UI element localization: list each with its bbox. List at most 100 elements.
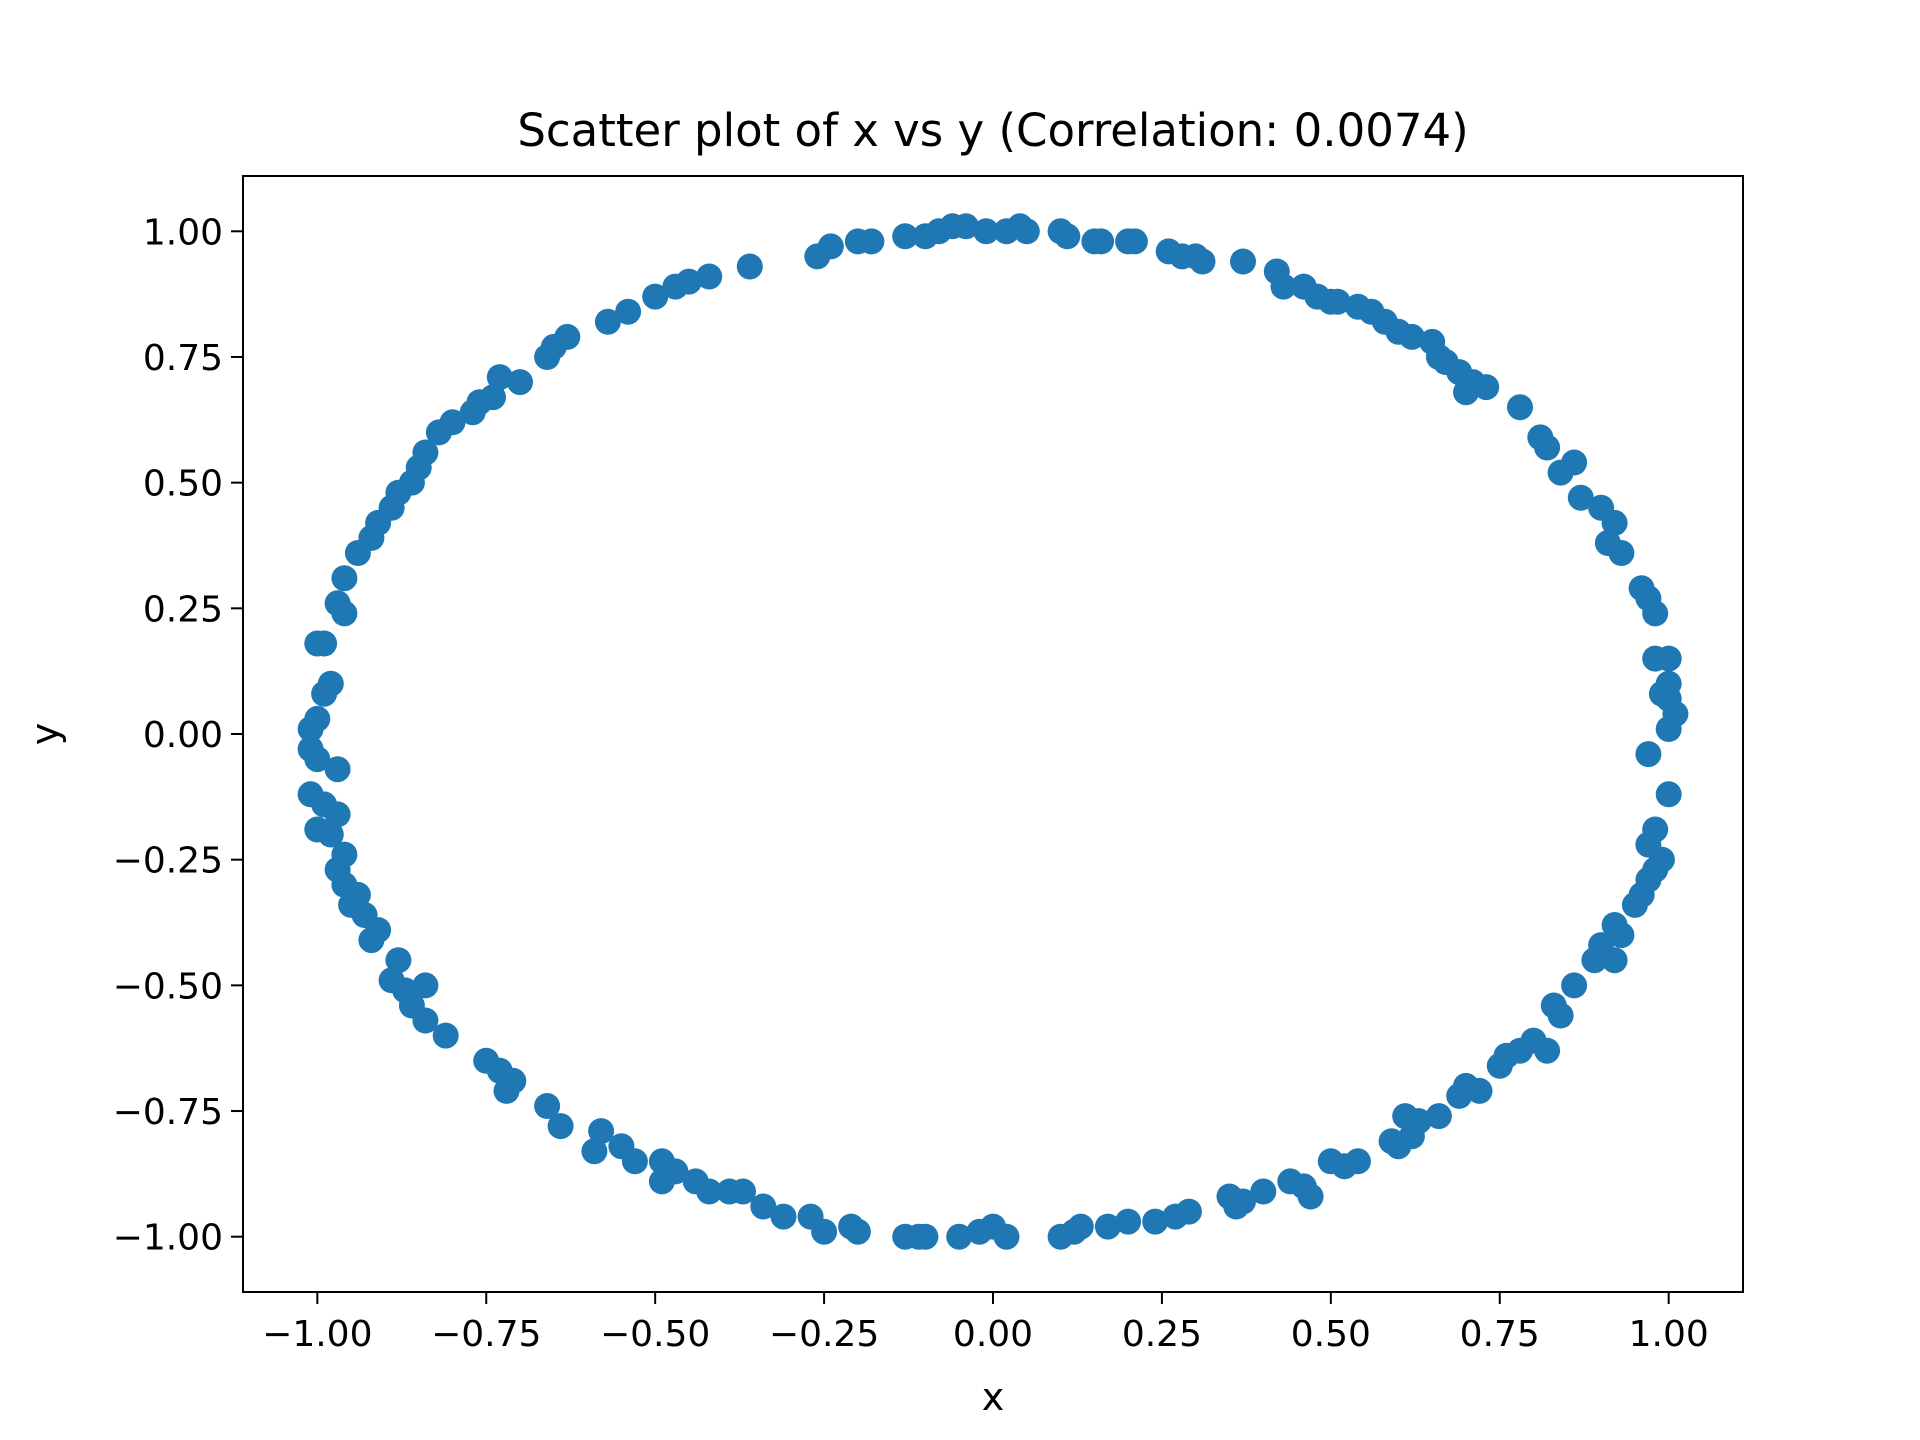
x-tick-label: −0.25 (769, 1314, 879, 1355)
data-point (1507, 394, 1533, 421)
data-point (1155, 238, 1182, 265)
data-point (1419, 328, 1446, 355)
data-point (317, 821, 344, 848)
data-point (1047, 218, 1074, 245)
data-point (344, 540, 371, 566)
x-tick-label: −1.00 (262, 1314, 372, 1355)
data-point (1115, 228, 1142, 255)
data-point (581, 1138, 608, 1165)
data-point (1655, 781, 1682, 808)
y-tick-label: −0.75 (113, 1092, 223, 1133)
data-point (1175, 1198, 1202, 1225)
data-point (750, 1193, 777, 1220)
data-point (493, 1077, 520, 1104)
data-point (804, 243, 831, 270)
y-tick-label: 0.75 (143, 338, 223, 379)
data-point (324, 756, 351, 783)
data-point (1392, 1103, 1419, 1130)
data-point (1588, 494, 1615, 521)
data-point (311, 680, 338, 707)
x-tick-label: 0.25 (1122, 1314, 1202, 1355)
x-tick-label: 0.50 (1291, 1314, 1371, 1355)
data-point (1094, 1213, 1121, 1240)
data-point (425, 419, 452, 446)
data-point (1635, 741, 1662, 768)
data-point (811, 1218, 838, 1245)
data-point (534, 1093, 561, 1119)
y-tick-label: −0.50 (113, 966, 223, 1007)
data-point (1297, 1183, 1324, 1210)
data-point (615, 298, 642, 325)
data-point (588, 1118, 615, 1145)
x-tick-label: −0.50 (600, 1314, 710, 1355)
data-point (304, 746, 331, 773)
y-tick-label: −0.25 (113, 841, 223, 882)
data-point (412, 972, 439, 999)
data-point (1425, 1103, 1452, 1130)
data-point (385, 947, 412, 974)
x-tick-label: 0.00 (953, 1314, 1033, 1355)
data-point (973, 218, 1000, 245)
x-tick-label: 1.00 (1629, 1314, 1709, 1355)
x-tick-label: 0.75 (1460, 1314, 1540, 1355)
data-point (912, 1223, 939, 1250)
data-point (1601, 947, 1628, 974)
data-point (696, 1178, 723, 1205)
data-point (642, 283, 669, 310)
data-point (993, 218, 1020, 245)
data-point (1230, 248, 1256, 275)
y-tick-label: 0.00 (143, 715, 223, 756)
data-point (696, 263, 723, 290)
data-point (1344, 293, 1371, 320)
data-point (946, 1223, 973, 1250)
data-point (770, 1203, 797, 1230)
x-axis-ticks: −1.00 −0.75 −0.50 −0.25 0.00 0.25 0.50 0.75 1.00 (262, 1292, 1709, 1355)
data-point (844, 1218, 871, 1245)
data-point (662, 273, 689, 300)
data-point (534, 344, 561, 370)
y-axis-label: y (23, 723, 67, 746)
data-point (1466, 1077, 1493, 1104)
data-point (1594, 530, 1621, 556)
data-point (547, 1113, 574, 1140)
data-point (892, 223, 919, 250)
y-axis-ticks: 1.00 0.75 0.50 0.25 0.00 −0.25 −0.50 −0.75 −1.00 (113, 212, 243, 1259)
data-point (1547, 459, 1574, 486)
data-point (1655, 645, 1682, 672)
data-point (1067, 1213, 1094, 1240)
data-point (621, 1148, 648, 1175)
data-point (1561, 972, 1588, 999)
data-point (1230, 1188, 1256, 1215)
data-point (1115, 1208, 1142, 1235)
data-point (912, 223, 939, 250)
scatter-points (297, 213, 1689, 1250)
plot-area-frame (242, 175, 1744, 1293)
data-point (507, 369, 533, 396)
data-point (459, 399, 486, 426)
data-point (993, 1223, 1020, 1250)
data-point (736, 253, 763, 280)
data-point (1263, 258, 1290, 285)
data-point (1655, 670, 1682, 697)
data-point (1642, 816, 1669, 843)
data-point (1567, 484, 1594, 511)
data-point (358, 927, 385, 954)
x-tick-label: −0.75 (431, 1314, 541, 1355)
y-tick-label: 0.25 (143, 589, 223, 630)
data-point (1344, 1148, 1371, 1175)
data-point (412, 1007, 439, 1034)
data-point (1547, 1002, 1574, 1029)
data-point (1628, 575, 1655, 602)
data-point (1013, 218, 1040, 245)
data-point (486, 364, 513, 391)
data-point (1081, 228, 1108, 255)
data-point (1250, 1178, 1277, 1205)
data-point (1290, 273, 1317, 300)
data-point (432, 1022, 459, 1049)
chart-title: Scatter plot of x vs y (Correlation: 0.0… (517, 104, 1468, 157)
data-point (304, 630, 331, 657)
y-tick-label: 1.00 (143, 212, 223, 253)
data-point (331, 565, 358, 592)
data-point (331, 600, 358, 627)
